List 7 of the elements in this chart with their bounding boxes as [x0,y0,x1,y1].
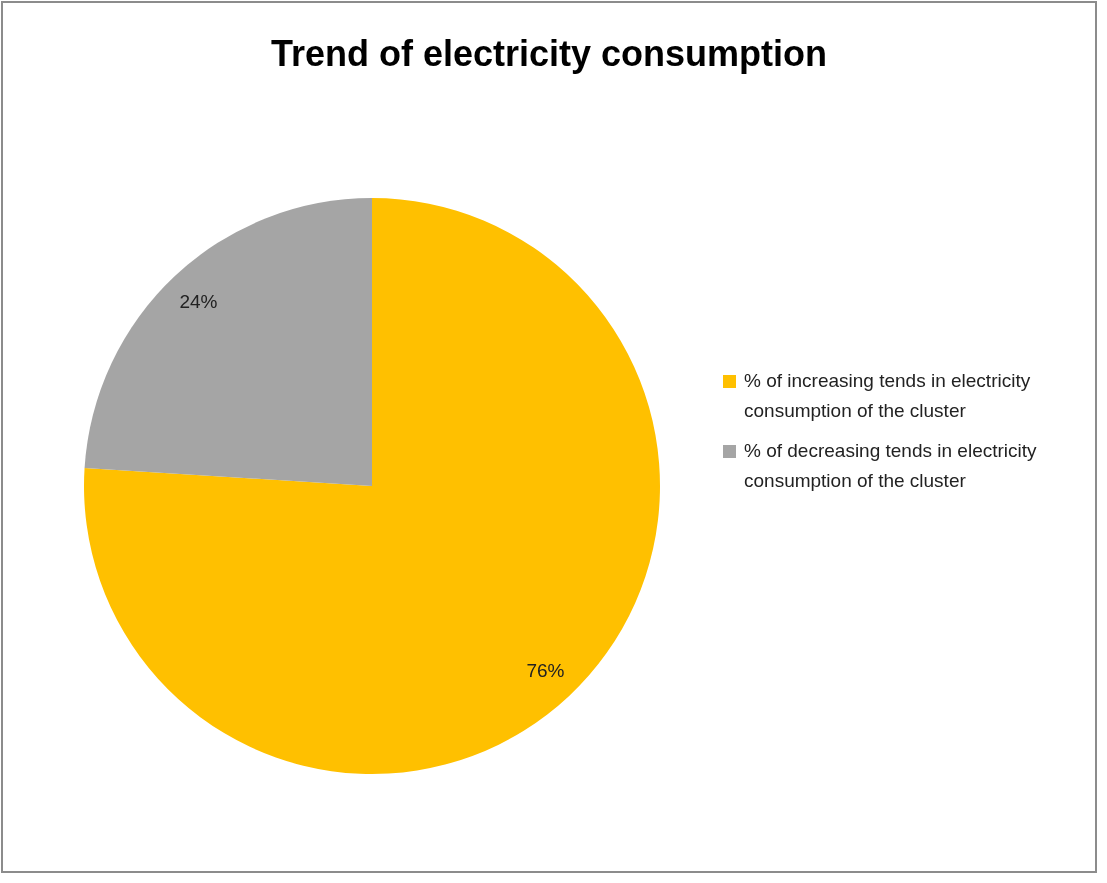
data-label: 76% [526,660,565,682]
data-label: 24% [179,290,218,312]
pie-slice [84,198,660,774]
legend-label: % of decreasing tends in electricity consumption of the cluster [744,439,1038,493]
legend-label: % of increasing tends in electricity consumption of the cluster [744,369,1032,423]
pie-slice [84,198,372,486]
chart-title: Trend of electricity consumption [269,33,829,75]
